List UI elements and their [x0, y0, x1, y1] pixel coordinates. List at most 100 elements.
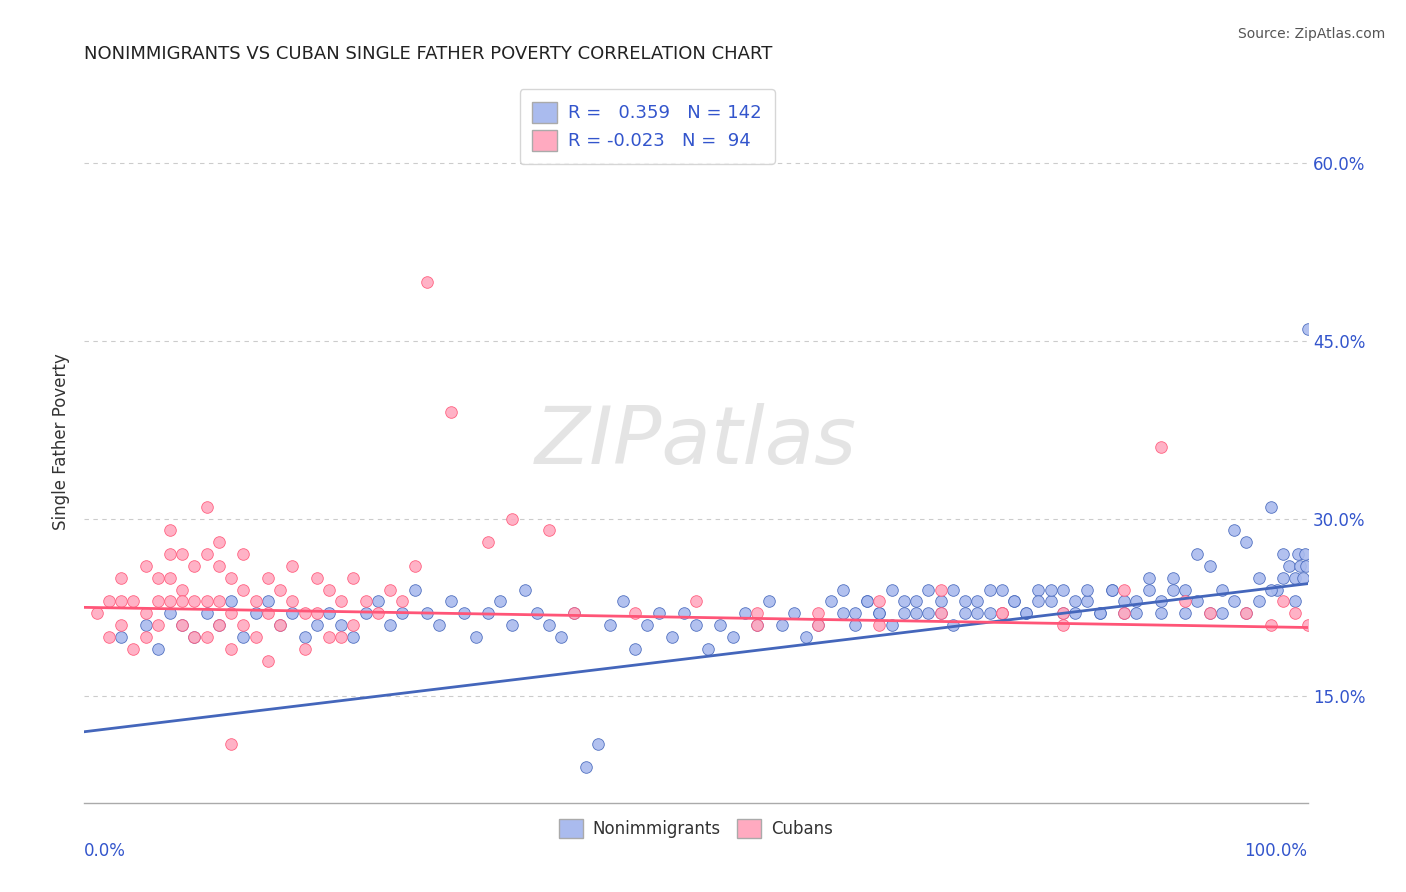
- Point: [1286, 547, 1309, 561]
- Point: [219, 607, 242, 621]
- Point: [869, 618, 891, 632]
- Point: [893, 607, 915, 621]
- Point: [758, 594, 780, 608]
- Point: [1002, 594, 1025, 608]
- Point: [880, 582, 903, 597]
- Point: [219, 594, 242, 608]
- Point: [305, 571, 328, 585]
- Point: [391, 594, 413, 608]
- Point: [586, 737, 609, 751]
- Point: [562, 607, 585, 621]
- Point: [281, 558, 304, 573]
- Point: [1247, 594, 1270, 608]
- Point: [477, 535, 499, 549]
- Point: [172, 547, 194, 561]
- Point: [232, 618, 254, 632]
- Point: [354, 594, 377, 608]
- Point: [648, 607, 671, 621]
- Point: [195, 500, 218, 514]
- Point: [97, 630, 120, 644]
- Point: [1236, 535, 1258, 549]
- Point: [747, 618, 769, 632]
- Point: [1223, 594, 1246, 608]
- Point: [1052, 618, 1074, 632]
- Point: [513, 582, 536, 597]
- Point: [318, 630, 340, 644]
- Point: [232, 547, 254, 561]
- Point: [380, 582, 402, 597]
- Point: [1247, 571, 1270, 585]
- Point: [440, 594, 463, 608]
- Point: [1076, 594, 1098, 608]
- Point: [893, 594, 915, 608]
- Point: [672, 607, 695, 621]
- Point: [1174, 594, 1197, 608]
- Point: [929, 607, 952, 621]
- Point: [747, 607, 769, 621]
- Point: [709, 618, 731, 632]
- Point: [1076, 582, 1098, 597]
- Point: [1015, 607, 1038, 621]
- Point: [208, 594, 231, 608]
- Point: [391, 607, 413, 621]
- Point: [110, 618, 132, 632]
- Point: [1260, 582, 1282, 597]
- Point: [1064, 594, 1087, 608]
- Point: [1125, 607, 1147, 621]
- Point: [1296, 322, 1319, 336]
- Point: [844, 607, 866, 621]
- Point: [354, 607, 377, 621]
- Point: [135, 618, 157, 632]
- Point: [208, 558, 231, 573]
- Point: [342, 618, 364, 632]
- Point: [183, 558, 205, 573]
- Point: [502, 511, 524, 525]
- Point: [979, 582, 1001, 597]
- Point: [1174, 607, 1197, 621]
- Point: [1296, 618, 1319, 632]
- Point: [953, 594, 976, 608]
- Point: [330, 618, 353, 632]
- Point: [257, 654, 280, 668]
- Point: [1114, 607, 1136, 621]
- Point: [1187, 547, 1209, 561]
- Point: [991, 607, 1014, 621]
- Point: [502, 618, 524, 632]
- Point: [1236, 607, 1258, 621]
- Point: [538, 618, 561, 632]
- Point: [697, 641, 720, 656]
- Point: [929, 594, 952, 608]
- Point: [183, 630, 205, 644]
- Point: [86, 607, 108, 621]
- Point: [416, 275, 439, 289]
- Point: [367, 594, 389, 608]
- Point: [1101, 582, 1123, 597]
- Point: [538, 524, 561, 538]
- Point: [159, 547, 181, 561]
- Point: [807, 607, 830, 621]
- Point: [783, 607, 806, 621]
- Point: [281, 594, 304, 608]
- Point: [257, 594, 280, 608]
- Point: [844, 618, 866, 632]
- Point: [269, 582, 291, 597]
- Point: [245, 607, 267, 621]
- Point: [1137, 571, 1160, 585]
- Point: [464, 630, 486, 644]
- Point: [831, 582, 853, 597]
- Point: [1039, 582, 1062, 597]
- Point: [1211, 607, 1233, 621]
- Point: [1150, 441, 1173, 455]
- Point: [305, 618, 328, 632]
- Point: [526, 607, 548, 621]
- Point: [208, 535, 231, 549]
- Point: [183, 630, 205, 644]
- Point: [195, 607, 218, 621]
- Point: [917, 582, 939, 597]
- Point: [146, 571, 169, 585]
- Point: [269, 618, 291, 632]
- Point: [269, 618, 291, 632]
- Point: [685, 618, 707, 632]
- Point: [257, 571, 280, 585]
- Point: [880, 618, 903, 632]
